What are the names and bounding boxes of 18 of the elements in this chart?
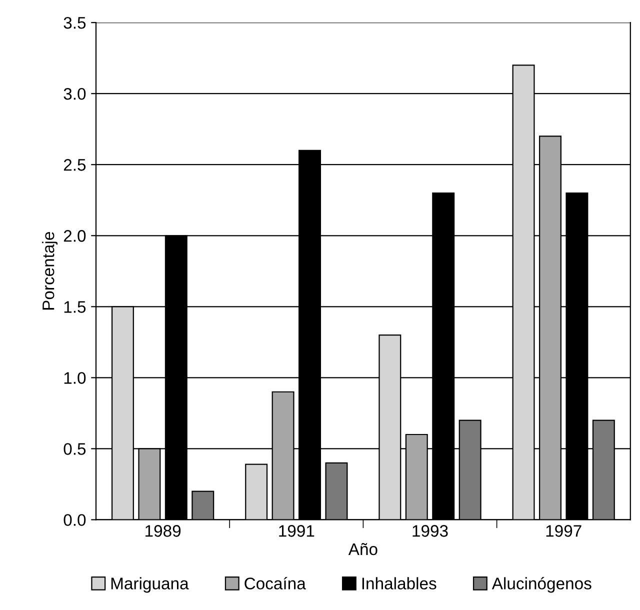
y-tick-label: 0.5: [64, 443, 86, 455]
legend-label: Mariguana: [111, 577, 189, 593]
x-tick-label: 1997: [546, 525, 582, 537]
y-axis-title: Porcentaje: [42, 232, 58, 310]
y-tick-label: 2.0: [64, 230, 86, 242]
y-tick-label: 1.5: [64, 301, 86, 313]
x-tick-label: 1991: [279, 525, 314, 537]
y-tick-label: 3.0: [64, 88, 86, 100]
y-tick-label: 2.5: [64, 159, 86, 171]
legend-label: Inhalables: [362, 577, 436, 590]
x-axis-title: Año: [348, 543, 378, 556]
x-tick-label: 1993: [412, 525, 448, 537]
y-tick-label: 0.0: [64, 514, 86, 526]
y-tick-label: 1.0: [64, 372, 86, 384]
legend-label: Alucinógenos: [492, 576, 592, 593]
x-tick-label: 1989: [146, 525, 181, 537]
legend-label: Cocaína: [244, 576, 306, 590]
y-tick-label: 3.5: [64, 16, 86, 29]
